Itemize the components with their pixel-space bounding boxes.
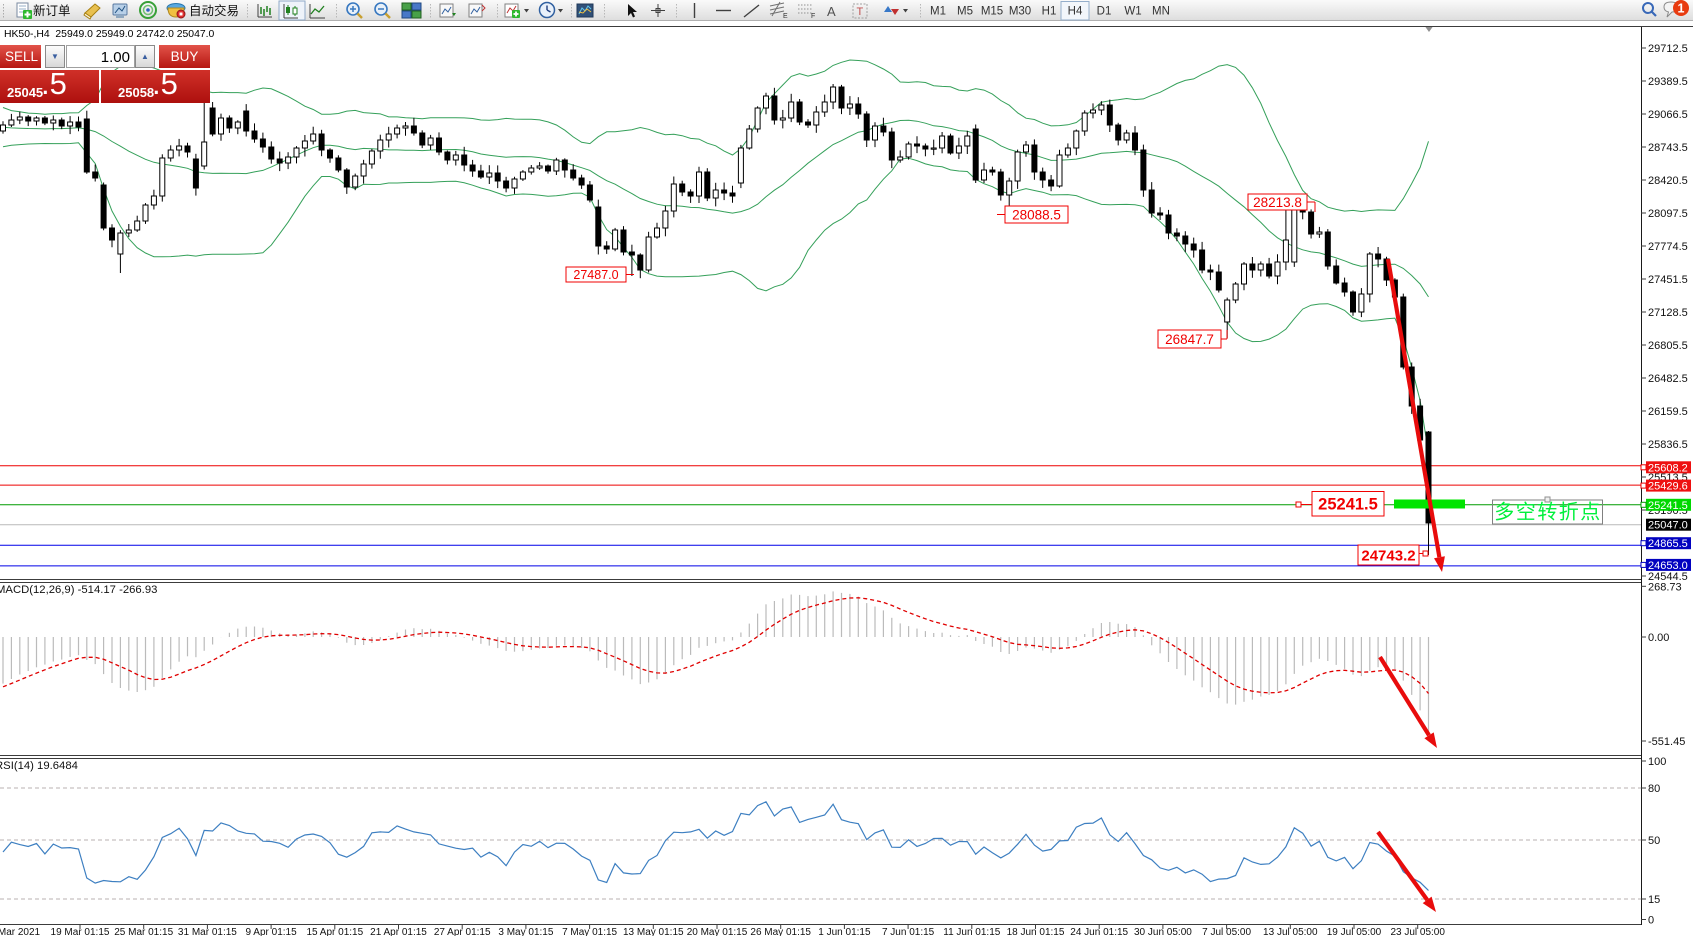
svg-text:11 Jun 01:15: 11 Jun 01:15: [943, 927, 1001, 936]
svg-text:28743.5: 28743.5: [1648, 142, 1688, 154]
svg-text:24865.5: 24865.5: [1648, 538, 1688, 550]
svg-text:26 May 01:15: 26 May 01:15: [750, 927, 811, 936]
svg-text:7 Jul 05:00: 7 Jul 05:00: [1202, 927, 1251, 936]
svg-text:28088.5: 28088.5: [1012, 207, 1061, 222]
svg-text:24 Jun 01:15: 24 Jun 01:15: [1070, 927, 1128, 936]
svg-text:27451.5: 27451.5: [1648, 274, 1688, 286]
svg-text:MACD(12,26,9) -514.17 -266.93: MACD(12,26,9) -514.17 -266.93: [0, 584, 157, 596]
svg-text:D1: D1: [1097, 6, 1112, 18]
svg-text:27487.0: 27487.0: [573, 268, 618, 282]
svg-text:28213.8: 28213.8: [1253, 195, 1302, 210]
svg-text:25608.2: 25608.2: [1648, 462, 1688, 474]
svg-text:H4: H4: [1068, 6, 1083, 18]
svg-text:27128.5: 27128.5: [1648, 307, 1688, 319]
svg-text:50: 50: [1648, 835, 1660, 847]
svg-text:28097.5: 28097.5: [1648, 208, 1688, 220]
svg-text:E: E: [783, 13, 788, 20]
svg-text:M5: M5: [957, 6, 973, 18]
svg-text:23 Jul 05:00: 23 Jul 05:00: [1390, 927, 1445, 936]
svg-text:26159.5: 26159.5: [1648, 406, 1688, 418]
svg-text:HK50-,H4 25949.0 25949.0 2474: HK50-,H4 25949.0 25949.0 24742.0 25047.0: [4, 29, 215, 40]
svg-text:A: A: [827, 4, 836, 19]
svg-text:21 Apr 01:15: 21 Apr 01:15: [370, 927, 427, 936]
svg-text:24544.5: 24544.5: [1648, 571, 1688, 583]
svg-text:7 May 01:15: 7 May 01:15: [562, 927, 617, 936]
svg-text:自动交易: 自动交易: [189, 3, 239, 18]
svg-text:3 May 01:15: 3 May 01:15: [498, 927, 553, 936]
svg-text:F: F: [811, 13, 815, 20]
svg-text:13 Jul 05:00: 13 Jul 05:00: [1263, 927, 1318, 936]
svg-text:W1: W1: [1124, 6, 1141, 18]
svg-text:-551.45: -551.45: [1648, 736, 1685, 748]
svg-text:25047.0: 25047.0: [1648, 520, 1688, 532]
svg-text:新订单: 新订单: [33, 3, 71, 18]
svg-text:31 Mar 01:15: 31 Mar 01:15: [178, 927, 237, 936]
svg-text:M15: M15: [981, 6, 1003, 18]
svg-text:MN: MN: [1152, 6, 1170, 18]
svg-text:24743.2: 24743.2: [1361, 547, 1415, 564]
svg-text:H1: H1: [1042, 6, 1057, 18]
svg-text:29389.5: 29389.5: [1648, 76, 1688, 88]
svg-text:多空转折点: 多空转折点: [1494, 501, 1602, 524]
svg-text:0.00: 0.00: [1648, 632, 1669, 644]
svg-text:13 May 01:15: 13 May 01:15: [623, 927, 684, 936]
svg-text:24653.0: 24653.0: [1648, 560, 1688, 572]
svg-text:19 Mar 01:15: 19 Mar 01:15: [51, 927, 110, 936]
svg-text:25241.5: 25241.5: [1648, 500, 1688, 512]
svg-text:26847.7: 26847.7: [1165, 332, 1214, 347]
svg-text:25429.6: 25429.6: [1648, 481, 1688, 493]
svg-text:M1: M1: [930, 6, 946, 18]
svg-text:26482.5: 26482.5: [1648, 373, 1688, 385]
svg-text:1: 1: [1678, 2, 1685, 16]
svg-text:28420.5: 28420.5: [1648, 175, 1688, 187]
svg-text:27 Apr 01:15: 27 Apr 01:15: [434, 927, 491, 936]
svg-text:27774.5: 27774.5: [1648, 241, 1688, 253]
svg-text:29066.5: 29066.5: [1648, 109, 1688, 121]
svg-text:20 May 01:15: 20 May 01:15: [687, 927, 748, 936]
svg-text:268.73: 268.73: [1648, 581, 1682, 593]
svg-text:30 Jun 05:00: 30 Jun 05:00: [1134, 927, 1192, 936]
svg-text:T: T: [857, 6, 864, 18]
svg-text:Mar 2021: Mar 2021: [0, 927, 41, 936]
svg-text:0: 0: [1648, 915, 1654, 927]
svg-text:25836.5: 25836.5: [1648, 439, 1688, 451]
svg-text:29712.5: 29712.5: [1648, 43, 1688, 55]
svg-text:26805.5: 26805.5: [1648, 340, 1688, 352]
svg-text:25 Mar 01:15: 25 Mar 01:15: [114, 927, 173, 936]
svg-text:100: 100: [1648, 756, 1666, 768]
svg-text:1 Jun 01:15: 1 Jun 01:15: [818, 927, 871, 936]
svg-text:9 Apr 01:15: 9 Apr 01:15: [246, 927, 298, 936]
svg-text:15: 15: [1648, 894, 1660, 906]
svg-text:18 Jun 01:15: 18 Jun 01:15: [1007, 927, 1065, 936]
svg-text:15 Apr 01:15: 15 Apr 01:15: [306, 927, 363, 936]
svg-text:M30: M30: [1009, 6, 1031, 18]
svg-text:80: 80: [1648, 783, 1660, 795]
svg-text:19 Jul 05:00: 19 Jul 05:00: [1327, 927, 1382, 936]
svg-text:25241.5: 25241.5: [1318, 496, 1378, 514]
svg-text:7 Jun 01:15: 7 Jun 01:15: [882, 927, 935, 936]
svg-text:RSI(14) 19.6484: RSI(14) 19.6484: [0, 760, 78, 772]
